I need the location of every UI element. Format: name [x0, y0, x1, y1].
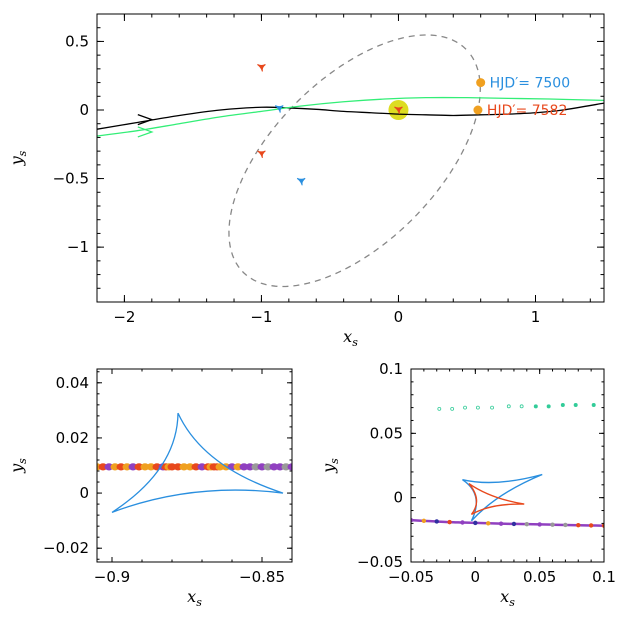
data-point: [601, 523, 604, 528]
data-point: [434, 519, 439, 524]
caustic-curve: [111, 412, 284, 513]
y-tick-label: 0: [393, 489, 403, 507]
orbit-ellipse: [228, 34, 481, 288]
caustic-blue: [462, 473, 543, 522]
y-axis-label-main: y: [7, 463, 26, 474]
green-point: [546, 404, 551, 409]
y-tick-label: 0.05: [370, 424, 403, 442]
caustic-marker: [296, 177, 306, 186]
data-point: [421, 518, 427, 524]
y-tick-label: 0.04: [56, 374, 89, 392]
data-point: [588, 523, 594, 528]
caustic-red: [468, 482, 525, 516]
y-axis-label-main: y: [7, 155, 26, 166]
data-point: [473, 520, 478, 526]
green-point: [591, 403, 596, 408]
x-tick-label: −0.05: [388, 568, 434, 586]
green-point: [437, 406, 442, 411]
y-tick-label: 0: [79, 484, 89, 502]
x-axis-label-main: x: [343, 327, 352, 346]
y-tick-label: −1: [67, 238, 89, 256]
x-axis-label: xs: [343, 327, 358, 349]
y-axis-label-sub: s: [16, 458, 29, 464]
x-axis-label-sub: s: [509, 596, 515, 609]
caustic-marker: [274, 105, 284, 113]
data-point: [460, 520, 465, 525]
data-point: [563, 522, 568, 528]
green-point: [490, 405, 494, 410]
x-tick-label: 0: [394, 308, 404, 326]
x-tick-label: 1: [531, 308, 541, 326]
plot-frame: [96, 13, 605, 303]
y-tick-label: −0.05: [357, 553, 403, 571]
green-point: [560, 403, 565, 408]
y-axis-label: ys: [7, 458, 29, 474]
green-point: [450, 406, 455, 411]
y-tick-label: −0.5: [53, 170, 89, 188]
y-axis-label-sub: s: [16, 150, 29, 156]
x-tick-label: −1: [250, 308, 272, 326]
x-tick-label: 0: [471, 568, 481, 586]
x-axis-label-sub: s: [352, 336, 358, 349]
data-point: [550, 522, 555, 527]
green-point: [463, 405, 467, 410]
green-point: [573, 403, 578, 408]
x-axis-label: xs: [500, 587, 515, 609]
y-axis-label-main: y: [319, 463, 338, 474]
x-axis-label: xs: [187, 587, 202, 609]
caustic-marker: [257, 64, 266, 72]
y-tick-label: −0.02: [43, 539, 89, 557]
plot-area: [411, 403, 604, 528]
x-tick-label: −0.85: [239, 568, 285, 586]
y-axis-label: ys: [319, 458, 341, 474]
epoch-label: HJD′= 7500: [490, 76, 570, 92]
direction-arrow: [137, 126, 154, 138]
plot-frame: [410, 368, 605, 563]
y-tick-label: 0: [79, 101, 89, 119]
trajectory-black: [97, 102, 604, 130]
green-point: [519, 404, 524, 409]
data-point: [447, 519, 452, 525]
x-tick-label: 0.05: [523, 568, 556, 586]
data-point: [511, 521, 517, 527]
y-axis-label: ys: [7, 150, 29, 166]
data-point: [537, 522, 542, 527]
caustic-marker: [394, 106, 403, 115]
data-point: [524, 521, 529, 527]
data-point: [498, 521, 504, 526]
data-point: [486, 521, 491, 526]
green-point: [533, 404, 538, 409]
data-point: [287, 463, 292, 471]
y-axis-label-sub: s: [328, 458, 341, 464]
x-axis-label-main: x: [187, 587, 196, 606]
y-tick-label: 0.1: [379, 360, 403, 378]
epoch-label: HJD′= 7582: [487, 103, 567, 119]
x-axis-label-sub: s: [196, 596, 202, 609]
x-tick-label: −2: [113, 308, 135, 326]
x-tick-label: −0.9: [94, 568, 130, 586]
green-point: [476, 405, 480, 410]
x-tick-label: 0.1: [592, 568, 616, 586]
x-axis-label-main: x: [500, 587, 509, 606]
trajectory-green: [97, 96, 604, 137]
data-point: [576, 523, 581, 528]
green-point: [506, 404, 511, 409]
plot-area: [97, 34, 604, 288]
direction-arrow: [137, 113, 154, 126]
data-point: [411, 517, 414, 523]
epoch-marker: [476, 78, 486, 88]
y-tick-label: 0.5: [65, 32, 89, 50]
point-trail: [411, 518, 604, 527]
plot-area: [97, 412, 292, 513]
plot-frame: [96, 368, 293, 563]
y-tick-label: 0.02: [56, 429, 89, 447]
epoch-marker: [473, 105, 483, 115]
caustic-marker: [257, 150, 266, 159]
